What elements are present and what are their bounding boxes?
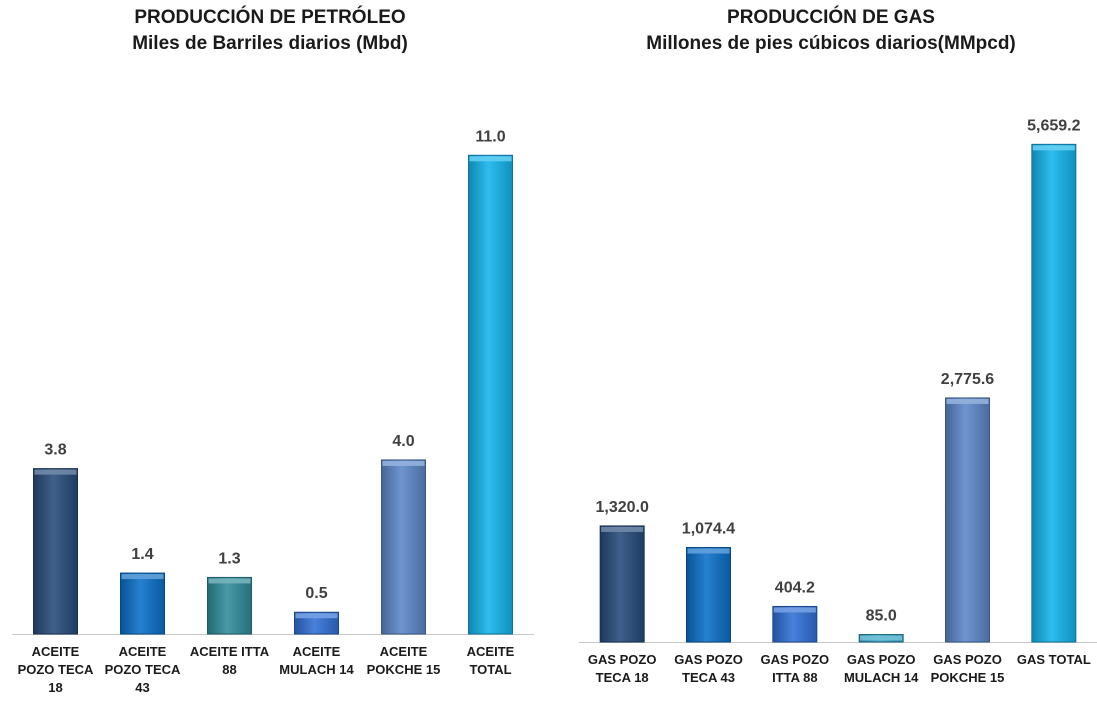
category-label-6: GAS TOTAL <box>1017 652 1091 667</box>
bar-5 <box>381 459 426 635</box>
category-label-2: ACEITE POZO TECA 43 <box>105 644 181 695</box>
bar-6-highlight <box>469 156 512 162</box>
category-label-4: ACEITE MULACH 14 <box>279 644 354 677</box>
oil-production-chart: PRODUCCIÓN DE PETRÓLEO Miles de Barriles… <box>0 0 540 709</box>
data-label-6: 5,659.2 <box>1027 117 1080 134</box>
category-label-1: GAS POZO TECA 18 <box>588 652 657 685</box>
bar-3-highlight <box>773 607 816 613</box>
data-label-1: 1,320.0 <box>595 499 648 516</box>
gas-chart-plot: 1,320.0 GAS POZO TECA 18 1,074.4 GAS POZO TEC… <box>579 117 1097 685</box>
category-label-6: ACEITE TOTAL <box>467 644 515 677</box>
bar-1-highlight <box>601 526 644 532</box>
bar-2 <box>120 572 165 635</box>
bar-6 <box>1031 143 1077 643</box>
bar-4-highlight <box>295 613 338 619</box>
bar-5-highlight <box>382 460 425 466</box>
oil-chart-plot: 3.8 ACEITE POZO TECA 18 1.4 ACEITE POZO TECA 43… <box>12 128 534 695</box>
oil-chart-title: PRODUCCIÓN DE PETRÓLEO <box>134 7 406 28</box>
data-label-3: 1.3 <box>218 550 240 567</box>
bar-1 <box>599 525 645 643</box>
bar-1 <box>33 468 78 635</box>
category-label-3: GAS POZO ITTA 88 <box>761 652 830 685</box>
data-label-5: 2,775.6 <box>941 371 994 388</box>
gas-chart-title: PRODUCCIÓN DE GAS <box>727 7 935 28</box>
category-label-1: ACEITE POZO TECA 18 <box>18 644 94 695</box>
data-label-4: 0.5 <box>305 585 327 602</box>
oil-chart-subtitle: Miles de Barriles diarios (Mbd) <box>132 33 408 54</box>
category-label-5: ACEITE POKCHE 15 <box>367 644 441 677</box>
bar-5 <box>945 397 990 643</box>
bar-3-highlight <box>208 578 251 584</box>
bar-3 <box>207 576 252 635</box>
bar-4-highlight <box>860 635 903 641</box>
data-label-4: 85.0 <box>866 608 897 625</box>
category-label-2: GAS POZO TECA 43 <box>674 652 743 685</box>
category-label-5: GAS POZO POKCHE 15 <box>931 652 1005 685</box>
gas-production-chart: PRODUCCIÓN DE GAS Millones de pies cúbic… <box>565 0 1097 709</box>
data-label-2: 1,074.4 <box>682 521 735 538</box>
bar-6 <box>468 154 513 635</box>
category-label-3: ACEITE ITTA 88 <box>190 644 270 677</box>
data-label-2: 1.4 <box>131 546 153 563</box>
bar-6-highlight <box>1032 145 1075 151</box>
bar-2-highlight <box>121 574 164 580</box>
data-label-3: 404.2 <box>775 579 815 596</box>
data-label-5: 4.0 <box>392 433 414 450</box>
gas-chart-subtitle: Millones de pies cúbicos diarios(MMpcd) <box>646 33 1016 54</box>
category-label-4: GAS POZO MULACH 14 <box>844 652 919 685</box>
bar-2-highlight <box>687 548 730 554</box>
data-label-6: 11.0 <box>475 128 505 145</box>
data-label-1: 3.8 <box>44 442 66 459</box>
bar-5-highlight <box>946 398 989 404</box>
bar-2 <box>686 547 731 643</box>
bar-1-highlight <box>34 469 77 475</box>
